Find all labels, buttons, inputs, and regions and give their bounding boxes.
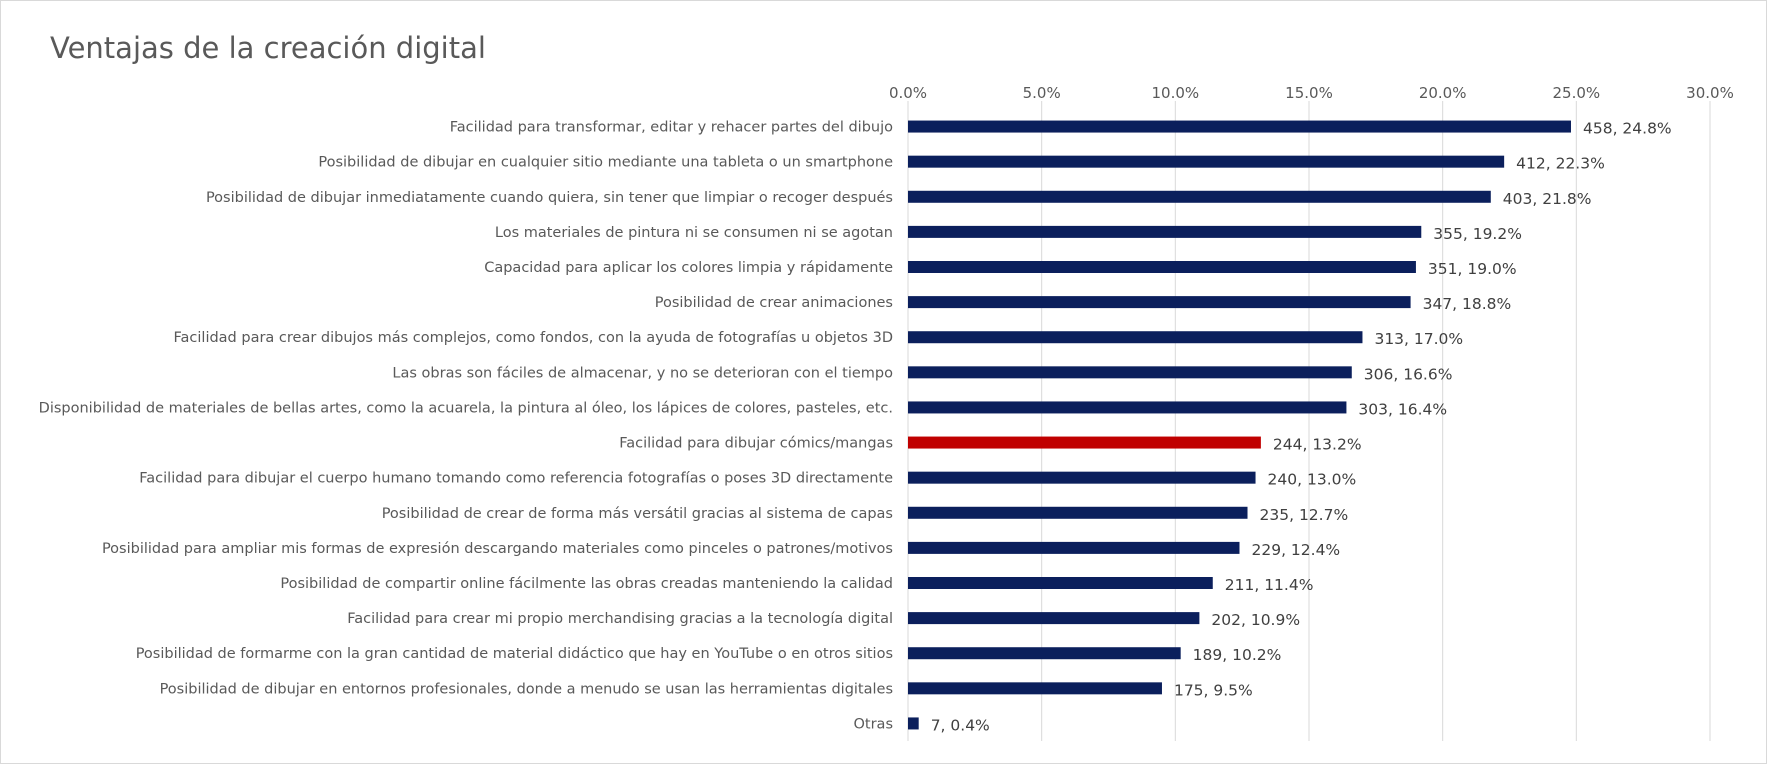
category-label: Los materiales de pintura ni se consumen… <box>495 225 893 241</box>
bar <box>908 682 1162 695</box>
bar <box>908 717 919 730</box>
category-label: Disponibilidad de materiales de bellas a… <box>39 400 893 416</box>
category-label: Facilidad para crear mi propio merchandi… <box>347 611 893 627</box>
data-label: 355, 19.2% <box>1433 225 1522 243</box>
bar <box>908 155 1505 168</box>
bar <box>908 401 1347 414</box>
data-label: 403, 21.8% <box>1503 190 1592 208</box>
category-label: Posibilidad de dibujar inmediatamente cu… <box>206 190 893 206</box>
category-label: Las obras son fáciles de almacenar, y no… <box>392 365 893 381</box>
data-label: 458, 24.8% <box>1583 120 1672 138</box>
data-label: 235, 12.7% <box>1260 506 1349 524</box>
category-label: Posibilidad de dibujar en entornos profe… <box>160 681 893 697</box>
bar <box>908 506 1248 519</box>
category-label: Posibilidad de crear animaciones <box>655 295 893 311</box>
category-label: Facilidad para dibujar cómics/mangas <box>619 436 893 452</box>
x-tick-label: 10.0% <box>1152 84 1200 102</box>
category-label: Capacidad para aplicar los colores limpi… <box>484 260 893 276</box>
bar <box>908 331 1363 344</box>
data-label: 244, 13.2% <box>1273 436 1362 454</box>
data-label: 240, 13.0% <box>1268 471 1357 489</box>
chart-title: Ventajas de la creación digital <box>50 31 486 65</box>
category-label: Posibilidad de crear de forma más versát… <box>382 506 893 522</box>
x-tick-label: 30.0% <box>1686 84 1734 102</box>
data-label: 306, 16.6% <box>1364 365 1453 383</box>
bar <box>908 225 1422 238</box>
category-label: Facilidad para dibujar el cuerpo humano … <box>139 471 893 487</box>
bar <box>908 436 1261 449</box>
data-label: 211, 11.4% <box>1225 576 1314 594</box>
x-tick-label: 15.0% <box>1285 84 1333 102</box>
category-label: Facilidad para transformar, editar y reh… <box>450 120 893 136</box>
bar <box>908 296 1411 309</box>
bar <box>908 366 1352 379</box>
bar <box>908 577 1213 589</box>
data-label: 7, 0.4% <box>931 716 990 734</box>
bar <box>908 647 1181 660</box>
category-label: Posibilidad para ampliar mis formas de e… <box>102 541 893 557</box>
bar <box>908 541 1240 554</box>
category-label: Otras <box>854 716 894 732</box>
bar <box>908 612 1200 625</box>
x-tick-label: 0.0% <box>889 84 927 102</box>
data-label: 313, 17.0% <box>1374 330 1463 348</box>
category-label: Facilidad para crear dibujos más complej… <box>174 330 893 346</box>
data-label: 189, 10.2% <box>1193 646 1282 664</box>
category-label: Posibilidad de formarme con la gran cant… <box>136 646 893 662</box>
x-tick-label: 5.0% <box>1023 84 1061 102</box>
category-label: Posibilidad de dibujar en cualquier siti… <box>318 155 893 171</box>
data-label: 412, 22.3% <box>1516 155 1605 173</box>
bar <box>908 471 1256 484</box>
data-label: 175, 9.5% <box>1174 681 1253 699</box>
category-label: Posibilidad de compartir online fácilmen… <box>280 576 893 592</box>
data-label: 202, 10.9% <box>1211 611 1300 629</box>
data-label: 229, 12.4% <box>1251 541 1340 559</box>
data-label: 351, 19.0% <box>1428 260 1517 278</box>
data-label: 303, 16.4% <box>1358 400 1447 418</box>
x-tick-label: 25.0% <box>1553 84 1601 102</box>
x-tick-label: 20.0% <box>1419 84 1467 102</box>
bar <box>908 120 1571 133</box>
bar <box>908 261 1416 273</box>
data-label: 347, 18.8% <box>1423 295 1512 313</box>
bar <box>908 190 1491 203</box>
